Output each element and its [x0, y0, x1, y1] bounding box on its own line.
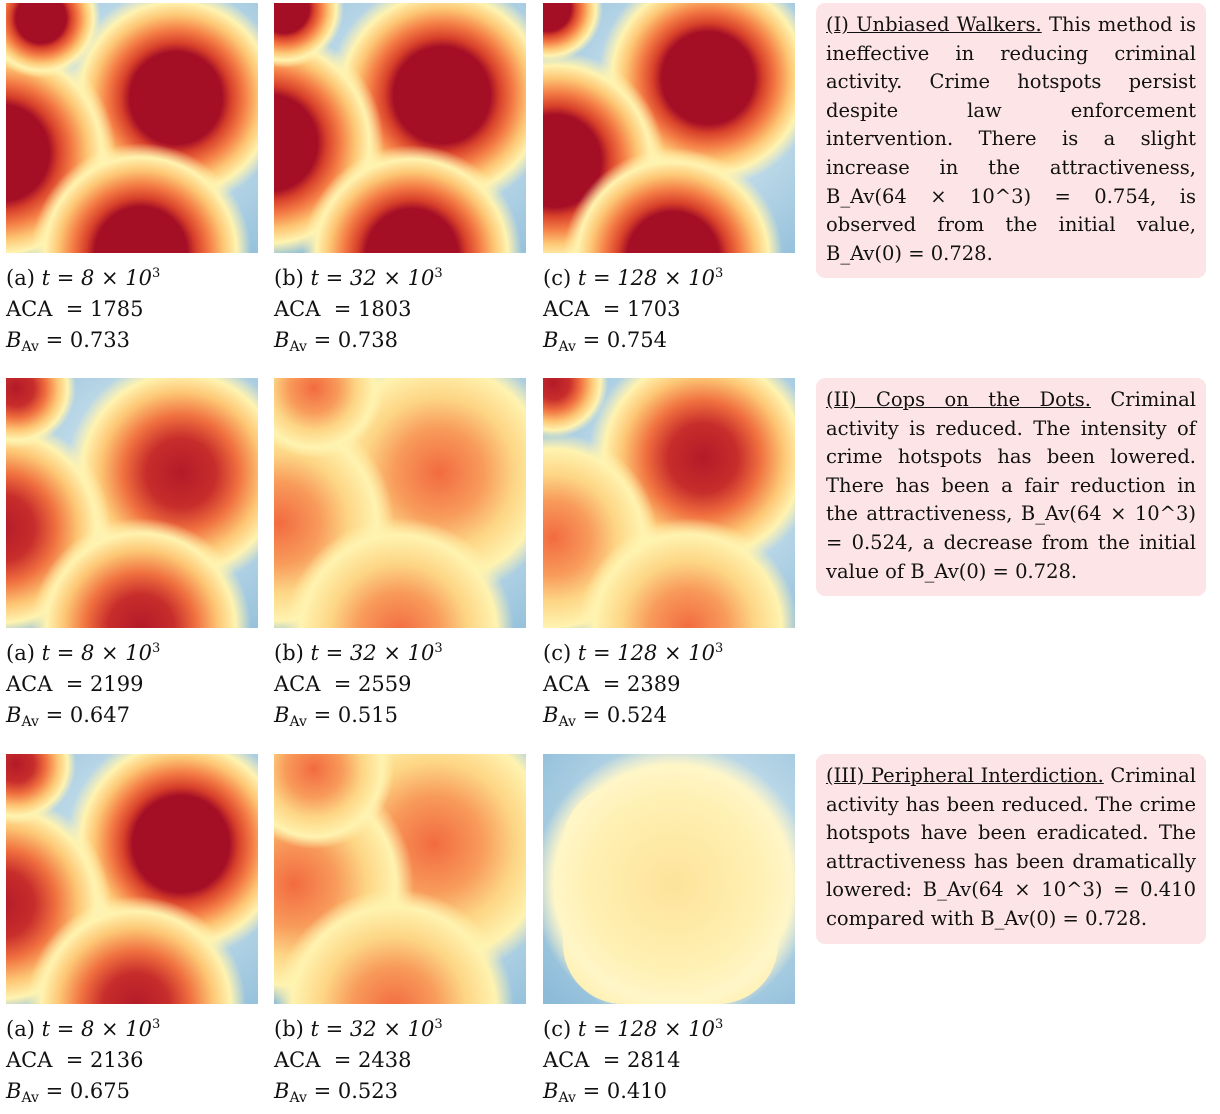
caption-row1-c: (c) t = 128 × 103 ACA = 1703 BAv = 0.754	[543, 266, 724, 355]
note-cops-on-the-dots: (II) Cops on the Dots. Criminal activity…	[816, 378, 1206, 597]
caption-row2-b: (b) t = 32 × 103 ACA = 2559 BAv = 0.515	[274, 641, 443, 730]
note-title: (I) Unbiased Walkers.	[826, 13, 1042, 36]
caption-row3-c: (c) t = 128 × 103 ACA = 2814 BAv = 0.410	[543, 1017, 724, 1106]
note-text: Criminal activity is reduced. The intens…	[826, 388, 1196, 583]
caption-row3-a: (a) t = 8 × 103 ACA = 2136 BAv = 0.675	[6, 1017, 161, 1106]
note-title: (II) Cops on the Dots.	[826, 388, 1091, 411]
heatmap-row1-a	[6, 3, 258, 253]
caption-row2-c: (c) t = 128 × 103 ACA = 2389 BAv = 0.524	[543, 641, 724, 730]
caption-row3-b: (b) t = 32 × 103 ACA = 2438 BAv = 0.523	[274, 1017, 443, 1106]
heatmap-row3-b	[274, 754, 526, 1004]
heatmap-row2-c	[543, 378, 795, 628]
heatmap-row1-b	[274, 3, 526, 253]
note-text: Criminal activity has been reduced. The …	[826, 764, 1197, 930]
note-text: This method is ineffective in reducing c…	[826, 13, 1196, 265]
heatmap-row3-c	[543, 754, 795, 1004]
heatmap-row2-a	[6, 378, 258, 628]
caption-row2-a: (a) t = 8 × 103 ACA = 2199 BAv = 0.647	[6, 641, 161, 730]
heatmap-row3-a	[6, 754, 258, 1004]
caption-row1-a: (a) t = 8 × 103 ACA = 1785 BAv = 0.733	[6, 266, 161, 355]
note-title: (III) Peripheral Interdiction.	[826, 764, 1104, 787]
heatmap-row1-c	[543, 3, 795, 253]
note-unbiased-walkers: (I) Unbiased Walkers. This method is ine…	[816, 3, 1206, 279]
heatmap-row2-b	[274, 378, 526, 628]
note-peripheral-interdiction: (III) Peripheral Interdiction. Criminal …	[816, 754, 1206, 944]
caption-row1-b: (b) t = 32 × 103 ACA = 1803 BAv = 0.738	[274, 266, 443, 355]
